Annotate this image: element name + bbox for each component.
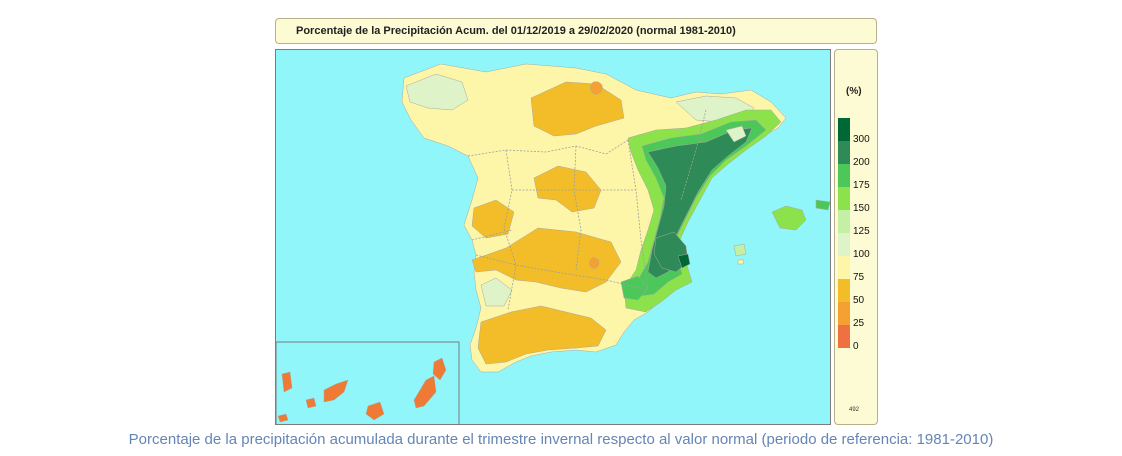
legend-label-200: 200 xyxy=(853,157,870,168)
zone-below-andalucia xyxy=(477,305,607,365)
legend-label-75: 75 xyxy=(853,272,865,283)
map-title: Porcentaje de la Precipitación Acum. del… xyxy=(296,25,736,37)
zone-slight-catalonia xyxy=(725,125,747,143)
legend-swatch-100 xyxy=(838,233,850,256)
canary-inset-frame xyxy=(276,341,460,424)
canary-fuerteventura xyxy=(413,375,437,409)
legend-swatch-125 xyxy=(838,210,850,233)
canary-la-gomera xyxy=(305,397,317,409)
legend-unit: (%) xyxy=(846,86,862,97)
map-caption: Porcentaje de la precipitación acumulada… xyxy=(128,431,994,448)
canary-gran-canaria xyxy=(365,401,385,421)
zone-below-north xyxy=(530,81,625,137)
zone-extreme-spot xyxy=(677,253,691,269)
legend-label-125: 125 xyxy=(853,226,870,237)
zone-below-west xyxy=(471,199,515,239)
legend-label-50: 50 xyxy=(853,295,865,306)
precipitation-map xyxy=(275,49,831,425)
legend-swatch-175 xyxy=(838,164,850,187)
zone-very-low-spots xyxy=(589,81,603,269)
formentera xyxy=(737,259,745,265)
legend-swatch-50 xyxy=(838,279,850,302)
legend-swatch-300 xyxy=(838,118,850,141)
legend-swatch-25 xyxy=(838,302,850,325)
zone-above-galicia xyxy=(405,73,469,111)
map-id-label: 492 xyxy=(849,407,860,413)
legend-label-25: 25 xyxy=(853,318,865,329)
zone-below-center xyxy=(533,165,602,213)
legend-label-100: 100 xyxy=(853,249,870,260)
canary-el-hierro xyxy=(277,413,289,423)
legend-label-175: 175 xyxy=(853,180,870,191)
ibiza xyxy=(733,243,747,257)
menorca xyxy=(815,199,830,211)
legend-panel: (%) 300 200 175 150 125 100 75 50 25 0 492 xyxy=(834,49,878,425)
spain-map-svg xyxy=(276,63,830,424)
legend-swatch-200 xyxy=(838,141,850,164)
region-borders xyxy=(467,109,707,311)
legend-label-150: 150 xyxy=(853,203,870,214)
zone-above-west-center xyxy=(480,277,513,307)
mallorca xyxy=(771,205,807,231)
legend-swatch-0 xyxy=(838,325,850,348)
legend-swatch-75 xyxy=(838,256,850,279)
zone-below-south-center xyxy=(471,227,622,293)
legend-swatch-150 xyxy=(838,187,850,210)
legend-label-300: 300 xyxy=(853,134,870,145)
map-title-box: Porcentaje de la Precipitación Acum. del… xyxy=(275,18,877,44)
canary-lanzarote xyxy=(432,357,447,381)
canary-la-palma xyxy=(281,371,293,393)
zone-high-murcia xyxy=(620,275,649,301)
legend-label-0: 0 xyxy=(853,341,859,352)
canary-tenerife xyxy=(323,379,349,403)
